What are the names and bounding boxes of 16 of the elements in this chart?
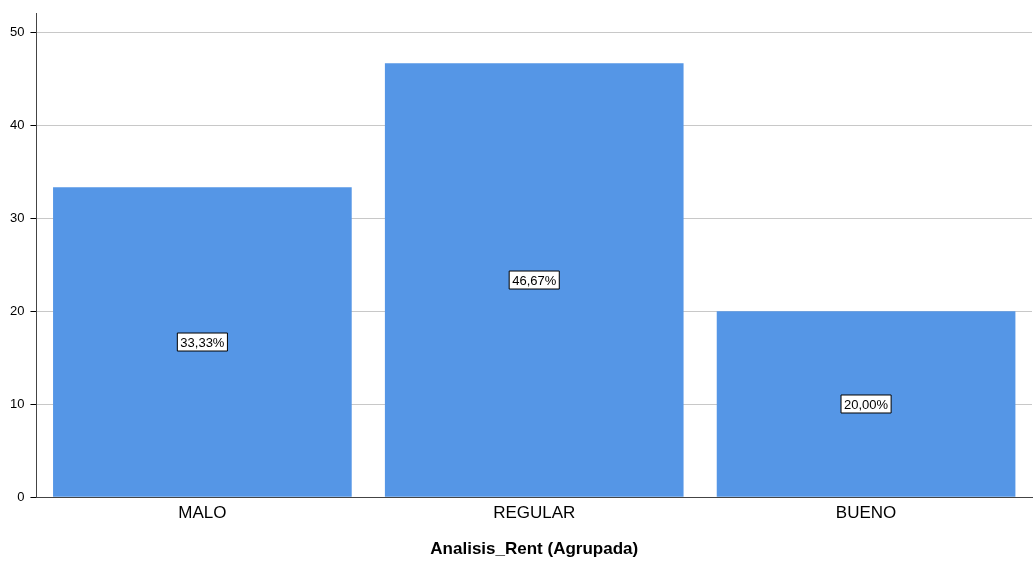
data-label: 46,67%: [512, 272, 557, 288]
x-tick-label: BUENO: [835, 503, 897, 523]
bar: [716, 311, 1016, 497]
x-tick-label: REGULAR: [493, 503, 576, 523]
y-tick-label: 10: [9, 395, 25, 411]
x-tick-label: MALO: [178, 503, 227, 523]
y-tick-label: 20: [9, 302, 25, 318]
bar: [384, 63, 684, 497]
y-tick-label: 0: [17, 488, 25, 504]
data-label: 20,00%: [844, 396, 889, 412]
y-tick-label: 50: [9, 23, 25, 39]
bar: [53, 187, 352, 497]
x-axis-title: Analisis_Rent (Agrupada): [430, 539, 639, 559]
y-tick-label: 40: [9, 116, 25, 132]
y-tick-label: 30: [9, 209, 25, 225]
data-label: 33,33%: [180, 334, 225, 350]
